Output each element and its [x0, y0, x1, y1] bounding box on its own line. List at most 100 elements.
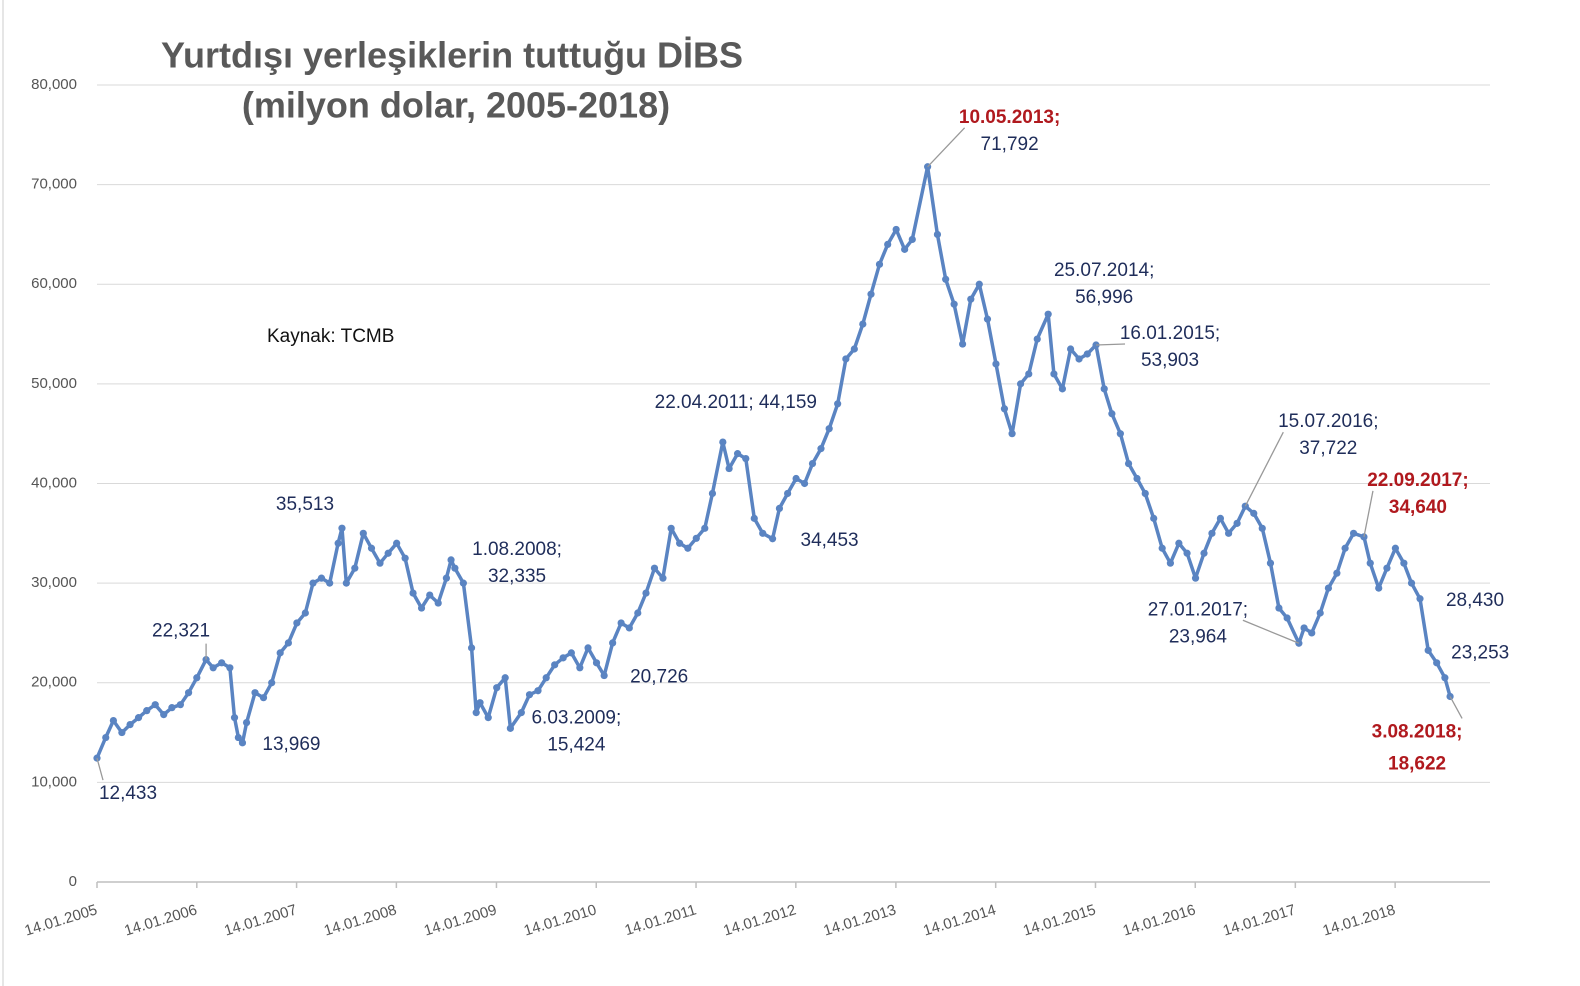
data-point	[401, 554, 409, 562]
data-point	[1316, 609, 1324, 617]
leader-line	[96, 757, 104, 781]
data-point	[792, 474, 800, 483]
data-point	[676, 539, 684, 547]
data-point	[1366, 559, 1374, 567]
x-tick-label: 14.01.2005	[23, 901, 100, 939]
data-point	[1191, 574, 1200, 582]
data-point	[218, 659, 226, 667]
data-point	[859, 320, 867, 328]
data-point	[1075, 355, 1083, 363]
data-point	[1341, 544, 1349, 552]
data-point	[1233, 519, 1241, 527]
data-point	[338, 524, 346, 532]
data-point	[800, 479, 809, 488]
data-point	[168, 704, 176, 712]
x-tick-label: 14.01.2016	[1121, 901, 1198, 939]
source-note: Kaynak: TCMB	[267, 326, 394, 347]
x-tick-label: 14.01.2017	[1221, 901, 1298, 939]
data-point	[234, 733, 242, 742]
data-point	[1083, 350, 1091, 358]
annotation: 23,253	[1451, 642, 1509, 663]
data-point	[542, 674, 550, 682]
annotation: 22.04.2011; 44,159	[655, 392, 817, 413]
annotation: 34,640	[1389, 497, 1447, 518]
data-point	[376, 559, 384, 567]
data-point	[317, 574, 326, 582]
data-point	[484, 714, 492, 722]
data-point	[442, 574, 451, 582]
data-point	[1441, 674, 1449, 682]
data-point	[334, 539, 342, 547]
data-point	[342, 579, 350, 587]
data-point	[230, 714, 239, 722]
data-point	[1375, 584, 1383, 592]
data-point	[1158, 544, 1166, 552]
data-point	[1324, 584, 1333, 592]
data-point	[501, 674, 509, 682]
data-point	[1275, 604, 1283, 612]
data-point	[867, 290, 875, 298]
annotation: 27.01.2017;	[1148, 599, 1248, 620]
data-point	[1349, 529, 1358, 537]
y-tick-label: 40,000	[31, 474, 77, 491]
data-point	[1124, 459, 1133, 468]
data-point	[725, 464, 733, 473]
annotation: 23,964	[1169, 626, 1228, 647]
data-point	[625, 624, 633, 632]
x-tick-label: 14.01.2013	[821, 901, 898, 939]
data-point	[301, 609, 309, 617]
annotation: 10.05.2013;	[959, 107, 1060, 128]
annotation: 12,433	[99, 783, 157, 804]
data-point	[251, 689, 259, 697]
annotation: 25.07.2014;	[1054, 260, 1154, 281]
data-point	[775, 504, 784, 513]
data-point	[592, 659, 601, 667]
data-point	[1044, 310, 1052, 318]
data-point	[1033, 335, 1041, 343]
data-point	[576, 664, 584, 672]
data-point	[933, 230, 942, 239]
data-point	[1050, 370, 1058, 378]
data-point	[908, 235, 916, 244]
data-point	[983, 315, 992, 323]
annotation: 16.01.2015;	[1120, 323, 1220, 344]
chart-title: Yurtdışı yerleşiklerin tuttuğu DİBS	[161, 35, 743, 76]
data-point	[975, 280, 983, 288]
data-point	[959, 340, 967, 348]
data-point	[284, 639, 292, 647]
y-tick-label: 30,000	[31, 574, 77, 591]
data-point	[293, 619, 301, 627]
x-tick-label: 14.01.2011	[623, 901, 699, 939]
y-tick-label: 60,000	[31, 275, 77, 292]
data-point	[1360, 533, 1368, 541]
data-point	[750, 514, 758, 522]
data-point	[701, 524, 709, 532]
data-point	[901, 245, 909, 253]
annotation: 34,453	[801, 530, 859, 551]
data-point	[584, 644, 592, 652]
data-point	[160, 711, 168, 719]
data-point	[268, 679, 276, 687]
y-tick-label: 50,000	[31, 375, 77, 392]
leader-line	[1096, 343, 1126, 346]
data-point	[476, 699, 484, 707]
data-point	[126, 720, 134, 729]
annotation: 1.08.2008;	[472, 539, 562, 560]
data-point	[1250, 509, 1258, 517]
data-point	[719, 438, 727, 446]
annotation: 15,424	[547, 734, 606, 755]
data-point	[1258, 524, 1266, 532]
data-point	[143, 707, 151, 715]
data-point	[1100, 385, 1108, 393]
data-point	[1008, 430, 1016, 438]
data-point	[567, 649, 575, 657]
data-point	[409, 589, 417, 597]
data-point	[506, 724, 514, 732]
data-point	[238, 739, 247, 747]
data-point	[459, 579, 467, 587]
x-tick-label: 14.01.2008	[322, 901, 399, 939]
data-point	[942, 275, 950, 283]
data-point	[384, 549, 392, 557]
y-tick-label: 80,000	[31, 76, 77, 93]
